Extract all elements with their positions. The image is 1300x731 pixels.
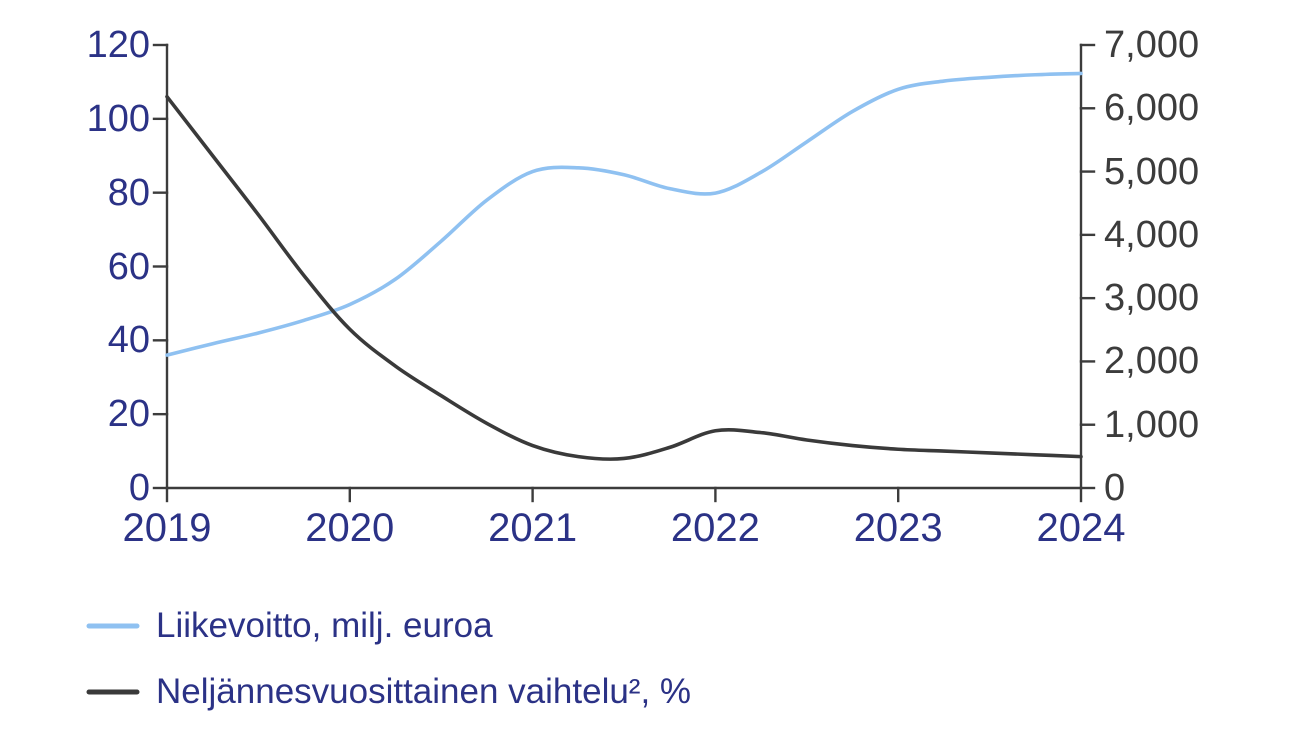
right-axis-tick-label: 6,000: [1104, 87, 1200, 130]
x-axis-tick-label: 2019: [122, 506, 212, 550]
legend-label-vaihtelu: Neljännesvuosittainen vaihtelu², %: [156, 672, 692, 711]
legend-line-swatch-dark: [86, 689, 140, 695]
left-axis-tick-label: 0: [128, 467, 150, 509]
left-axis-tick-label: 40: [107, 319, 150, 362]
series-line-dark: [165, 94, 1083, 461]
x-axis-tick-label: 2022: [670, 506, 760, 550]
legend-label-liikevoitto: Liikevoitto, milj. euroa: [156, 606, 493, 645]
legend-line-swatch-blue: [86, 623, 140, 629]
left-axis-tick-label: 120: [86, 24, 150, 66]
right-axis-tick-label: 2,000: [1104, 340, 1200, 383]
right-axis-tick-label: 7,000: [1104, 24, 1200, 66]
legend-item-liikevoitto: Liikevoitto, milj. euroa: [86, 606, 691, 646]
right-axis-tick-label: 5,000: [1104, 150, 1200, 193]
left-axis-tick-label: 60: [107, 245, 150, 288]
right-axis-tick-label: 3,000: [1104, 277, 1200, 320]
x-axis-tick-label: 2021: [488, 506, 578, 550]
right-axis-tick-label: 4,000: [1104, 213, 1200, 256]
right-axis-tick-label: 0: [1104, 467, 1126, 509]
x-axis-tick-label: 2024: [1036, 506, 1126, 550]
x-axis-tick-label: 2020: [305, 506, 395, 550]
left-axis-tick-label: 100: [86, 97, 150, 140]
left-axis-tick-label: 20: [107, 393, 150, 436]
legend-item-vaihtelu: Neljännesvuosittainen vaihtelu², %: [86, 672, 691, 712]
x-axis-tick-label: 2023: [853, 506, 943, 550]
legend: Liikevoitto, milj. euroa Neljännesvuosit…: [86, 606, 691, 712]
right-axis-tick-label: 1,000: [1104, 403, 1200, 446]
left-axis-tick-label: 80: [107, 171, 150, 214]
series-line-blue: [165, 71, 1083, 357]
